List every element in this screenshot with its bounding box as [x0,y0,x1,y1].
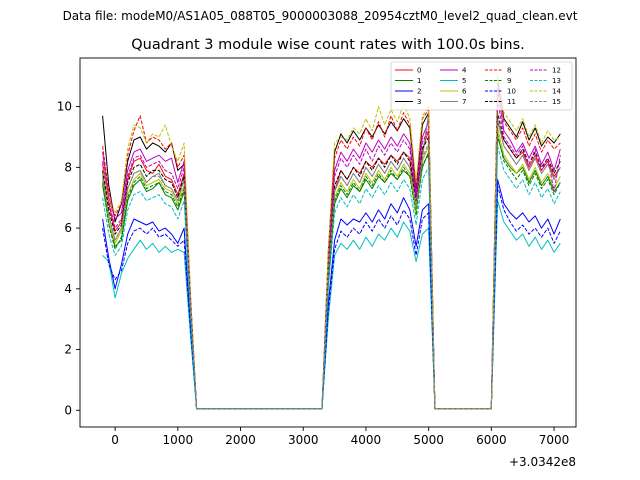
x-axis: 0 1000 2000 3000 4000 5000 6000 7000 [111,427,569,447]
y-tick-label: 4 [64,282,72,296]
y-tick-label: 6 [64,221,72,235]
series-line-10 [102,185,561,410]
x-tick-label: 1000 [163,433,194,447]
axes-frame [79,57,577,428]
series-layer [102,75,561,410]
x-tick-label: 7000 [539,433,570,447]
chart-title: Quadrant 3 module wise count rates with … [131,37,525,53]
x-tick-label: 5000 [413,433,444,447]
legend-label-4: 4 [462,67,467,75]
y-tick-label: 0 [64,403,72,417]
legend-label-6: 6 [462,88,467,96]
x-tick-label: 3000 [288,433,319,447]
series-line-9 [102,133,561,410]
x-tick-label: 2000 [225,433,256,447]
x-tick-label: 6000 [476,433,507,447]
series-line-14 [102,75,561,410]
legend-label-5: 5 [462,77,466,85]
legend-frame [390,61,573,111]
legend-label-1: 1 [417,77,421,85]
x-tick-label: 0 [111,433,119,447]
plot-area: 0 1000 2000 3000 4000 5000 6000 7000 0 2 4 6 8 10 0 1… [57,57,577,447]
legend-label-9: 9 [507,77,511,85]
legend-label-7: 7 [462,98,466,106]
y-tick-label: 10 [57,100,72,114]
legend-label-15: 15 [552,98,561,106]
x-offset-label: +3.0342e8 [509,455,576,469]
x-tick-label: 4000 [351,433,382,447]
legend-label-10: 10 [507,88,516,96]
legend-label-0: 0 [417,67,421,75]
legend-label-3: 3 [417,98,421,106]
y-tick-label: 2 [64,343,72,357]
y-axis: 0 2 4 6 8 10 [57,100,80,417]
legend-label-12: 12 [552,67,561,75]
legend-label-8: 8 [507,67,511,75]
y-tick-label: 8 [64,160,72,174]
legend-label-14: 14 [552,88,561,96]
legend-label-11: 11 [507,98,516,106]
series-line-15 [102,121,561,410]
legend-label-2: 2 [417,88,421,96]
legend-label-13: 13 [552,77,561,85]
chart-suptitle: Data file: modeM0/AS1A05_088T05_90000030… [63,9,578,23]
